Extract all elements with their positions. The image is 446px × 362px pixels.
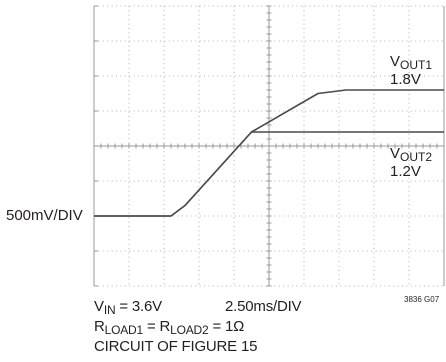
x-scale-label: 2.50ms/DIV (225, 298, 302, 315)
vout2-name: VOUT2 (390, 145, 433, 164)
trace-vout2 (94, 131, 444, 217)
circuit-condition: CIRCUIT OF FIGURE 15 (94, 338, 258, 355)
scope-grid (93, 5, 445, 287)
vout2-value: 1.2V (390, 163, 421, 180)
figure-ref-code: 3836 G07 (404, 295, 440, 304)
vout1-name: VOUT1 (390, 53, 433, 72)
vout1-value: 1.8V (390, 71, 421, 88)
rload-condition: RLOAD1 = RLOAD2 = 1Ω (94, 318, 245, 337)
scope-traces (94, 89, 444, 217)
y-scale-label: 500mV/DIV (6, 207, 83, 224)
vin-condition: VIN = 3.6V (94, 298, 162, 317)
series-label-vout2: VOUT2 1.2V (390, 146, 432, 179)
series-label-vout1: VOUT1 1.8V (390, 54, 432, 87)
